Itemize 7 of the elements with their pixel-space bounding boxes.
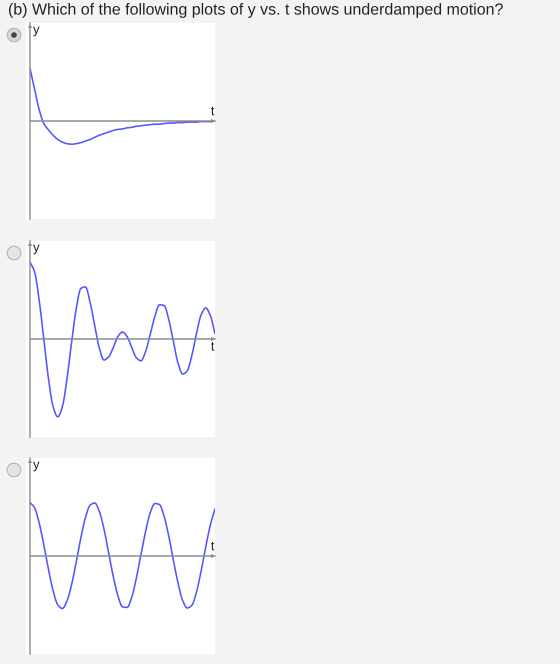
text: (b) Which of the following plots of y vs. t shows underdamped motion?	[8, 3, 503, 18]
y-axis-title: y	[33, 462, 40, 472]
y-axis-title: y	[33, 244, 40, 254]
y-axis-title: y	[33, 26, 40, 36]
x-axis-title: t	[211, 542, 214, 550]
x-axis-title: t	[211, 342, 214, 351]
x-axis-title: t	[211, 106, 214, 116]
